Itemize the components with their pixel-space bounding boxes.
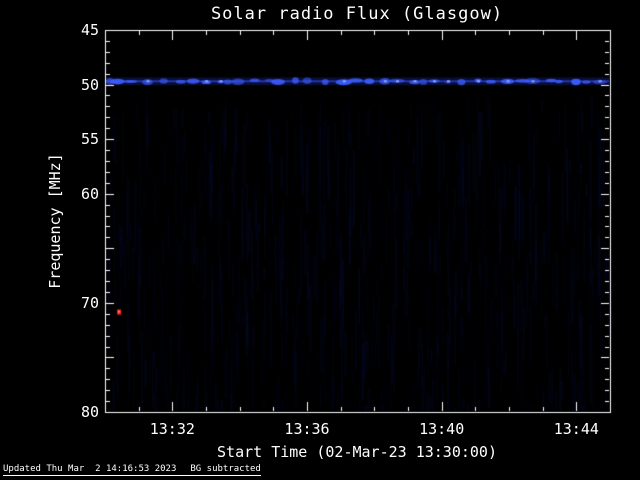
footer: Updated Thu Mar 2 14:16:53 2023 BG subtra… xyxy=(3,464,261,476)
x-tick-label: 13:36 xyxy=(284,420,330,438)
chart-title: Solar radio Flux (Glasgow) xyxy=(210,4,504,24)
x-tick-label: 13:44 xyxy=(553,420,599,438)
bg-subtracted-note: BG subtracted xyxy=(190,464,261,474)
y-tick-label: 60 xyxy=(80,184,99,203)
y-tick-label: 55 xyxy=(80,130,99,149)
y-tick-label: 45 xyxy=(80,21,99,39)
x-tick-label: 13:40 xyxy=(419,420,465,438)
updated-timestamp: Updated Thu Mar 2 14:16:53 2023 xyxy=(3,464,177,474)
y-tick-label: 80 xyxy=(80,403,99,421)
y-axis-title: Frequency [MHz] xyxy=(46,153,64,289)
x-axis-title: Start Time (02-Mar-23 13:30:00) xyxy=(217,443,497,461)
y-tick-label: 70 xyxy=(80,293,99,312)
y-tick-label: 50 xyxy=(80,75,99,94)
x-tick-label: 13:32 xyxy=(149,420,195,438)
